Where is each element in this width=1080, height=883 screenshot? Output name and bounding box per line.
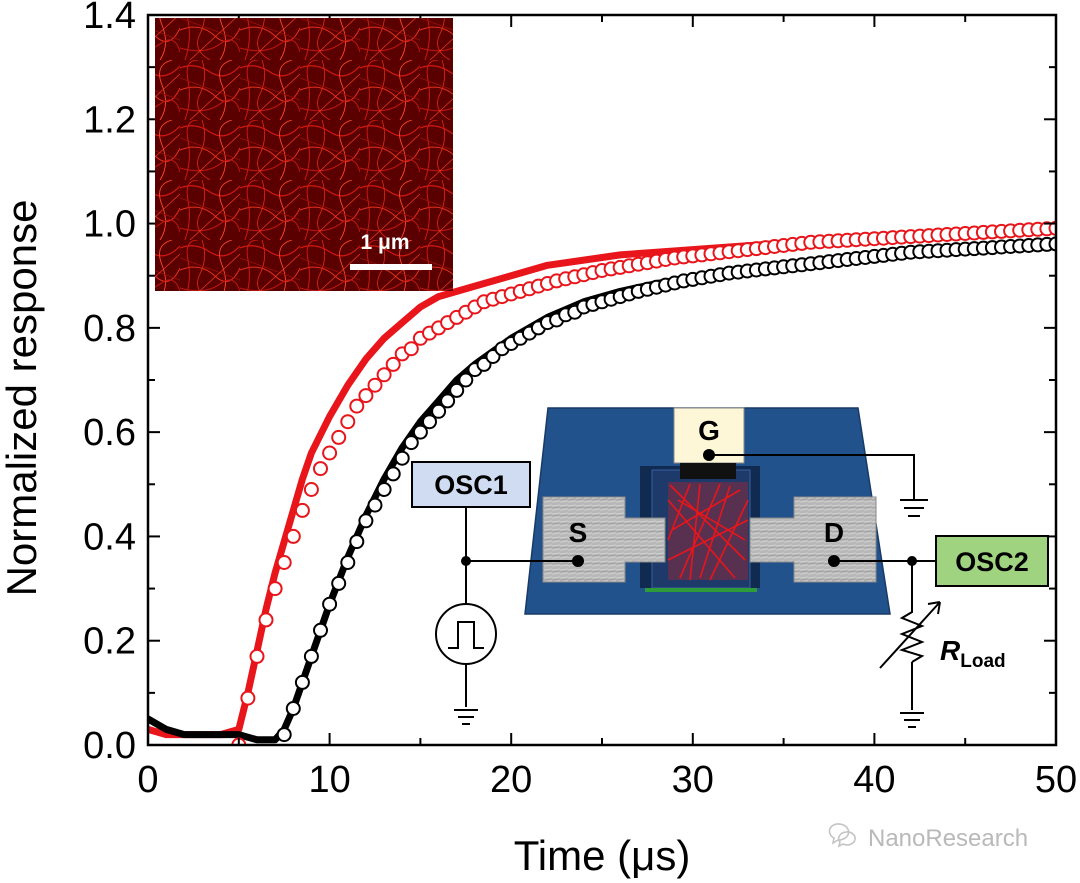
data-point: [322, 596, 338, 612]
data-point: [349, 398, 365, 414]
data-point: [276, 555, 292, 570]
data-point: [340, 555, 356, 570]
y-tick-label: 0.4: [83, 516, 136, 558]
data-point: [331, 575, 347, 591]
y-tick-label: 1.2: [83, 99, 136, 141]
load-subscript: Load: [960, 651, 1005, 672]
data-point: [249, 648, 265, 664]
x-tick-label: 50: [1035, 759, 1077, 801]
data-point: [285, 701, 301, 716]
data-point: [340, 414, 356, 430]
data-point: [358, 388, 374, 404]
pulse-icon: [448, 621, 484, 649]
load-resistor: [898, 604, 925, 663]
gate-label: G: [698, 415, 720, 446]
junction-dot: [907, 556, 917, 566]
resistor-arrow: [879, 601, 941, 669]
watermark: NanoResearch: [828, 823, 1028, 852]
drain-contact-dot: [828, 555, 840, 567]
osc2-label: OSC2: [955, 547, 1029, 577]
y-tick-label: 0.0: [83, 725, 136, 767]
data-point: [267, 581, 283, 597]
data-point: [240, 690, 256, 706]
drain-label: D: [824, 517, 844, 548]
nanotube-network: [667, 482, 749, 581]
data-point: [276, 727, 292, 743]
pulse-source: [435, 603, 497, 665]
data-point: [367, 497, 383, 513]
y-axis-title: Normalized response: [0, 200, 45, 597]
afm-scale-label: 1 μm: [360, 231, 409, 254]
afm-inset: 1 μm: [155, 18, 453, 291]
data-point: [331, 429, 347, 445]
data-point: [322, 445, 338, 461]
y-tick-label: 1.0: [83, 204, 136, 246]
device-inset: OSC1 OSC2 S G D RLoad: [411, 407, 1049, 728]
osc1-box: [411, 461, 531, 508]
gate-stem: [680, 463, 736, 479]
data-point: [367, 377, 383, 393]
x-tick-label: 10: [308, 759, 350, 801]
data-point: [385, 466, 401, 482]
load-label: RLoad: [940, 635, 1006, 672]
data-point: [1048, 220, 1056, 236]
x-tick-label: 0: [137, 759, 158, 801]
afm-scale-bar: [350, 264, 432, 270]
watermark-text: NanoResearch: [868, 825, 1028, 852]
data-point: [394, 450, 410, 466]
data-point: [458, 372, 474, 388]
y-tick-label: 0.6: [83, 412, 136, 454]
data-point: [376, 482, 392, 497]
x-tick-label: 30: [672, 759, 714, 801]
x-tick-label: 20: [490, 759, 532, 801]
data-point: [258, 612, 274, 628]
x-axis-title: Time (μs): [514, 832, 691, 879]
data-point: [358, 513, 374, 529]
y-tick-label: 0.2: [83, 621, 136, 663]
afm-image: [155, 18, 453, 291]
data-point: [385, 356, 401, 372]
data-point: [412, 424, 428, 440]
data-point: [403, 341, 419, 357]
data-point: [285, 528, 301, 544]
source-label: S: [569, 517, 588, 548]
data-point: [294, 502, 310, 518]
data-point: [303, 482, 319, 497]
data-point: [1048, 236, 1056, 252]
series-markers-black: [276, 236, 1056, 743]
data-point: [313, 622, 328, 638]
wechat-icon: [828, 823, 856, 848]
data-point: [422, 414, 437, 430]
data-point: [449, 382, 465, 398]
source-contact-dot: [572, 555, 584, 567]
tick-label-layer: 0 10 20 30 40 50 0.0 0.2 0.4 0.6 0.8 1.0 1.2 1.4: [83, 0, 1077, 801]
x-tick-label: 40: [853, 759, 895, 801]
data-point: [349, 534, 365, 550]
junction-dot: [461, 556, 471, 566]
gate-contact-dot: [703, 449, 715, 461]
series-markers-red: [231, 220, 1056, 745]
channel-bottom: [645, 588, 757, 592]
data-point: [403, 435, 419, 451]
series-layer: [148, 220, 1056, 745]
y-tick-label: 1.4: [83, 0, 136, 37]
data-point: [431, 403, 447, 419]
osc2-box: [935, 535, 1049, 587]
data-point: [313, 461, 328, 477]
osc1-label: OSC1: [434, 470, 508, 500]
y-tick-label: 0.8: [83, 308, 136, 350]
data-point: [303, 648, 319, 664]
data-point: [294, 674, 310, 690]
data-point: [376, 367, 392, 383]
data-point: [440, 393, 456, 409]
